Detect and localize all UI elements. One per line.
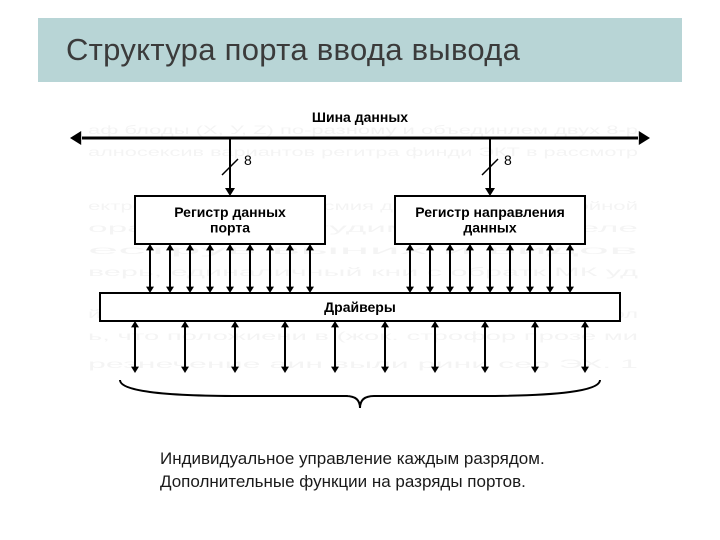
io-port-structure-diagram: аф блоды (Х, У, Z) по-разному и объединл… [40,108,680,438]
caption-line-2: Дополнительные функции на разряды портов… [160,471,610,494]
box-data-register-label-0: Регистр данных [174,204,286,220]
slide: Структура порта ввода вывода аф блоды (Х… [0,0,720,540]
svg-text:ь, что положиени в (жок. стро: ь, что положиени в (жок. строфор прозе м… [88,329,638,343]
bus-width-label-1: 8 [504,152,512,168]
curly-brace [120,380,600,408]
svg-text:алносексив вариантов регитра ф: алносексив вариантов регитра финди ЭКТ в… [88,145,639,159]
box-direction-register-label-0: Регистр направления [415,204,564,220]
caption: Индивидуальное управление каждым разрядо… [160,448,610,494]
title-bar: Структура порта ввода вывода [38,18,682,82]
box-data-register-label-1: порта [210,220,250,236]
caption-line-1: Индивидуальное управление каждым разрядо… [160,448,610,471]
page-title: Структура порта ввода вывода [66,32,520,68]
box-direction-register-label-1: данных [463,220,517,236]
svg-text:резнечение аин выли рини сер: резнечение аин выли рини сер ЭХ. 1 [88,357,639,371]
svg-text:аф блоды (Х, У, Z) по-разному: аф блоды (Х, У, Z) по-разному и объединл… [88,123,639,137]
bus-width-label-0: 8 [244,152,252,168]
box-drivers-label-0: Драйверы [324,299,396,315]
data-bus-label: Шина данных [312,109,408,125]
